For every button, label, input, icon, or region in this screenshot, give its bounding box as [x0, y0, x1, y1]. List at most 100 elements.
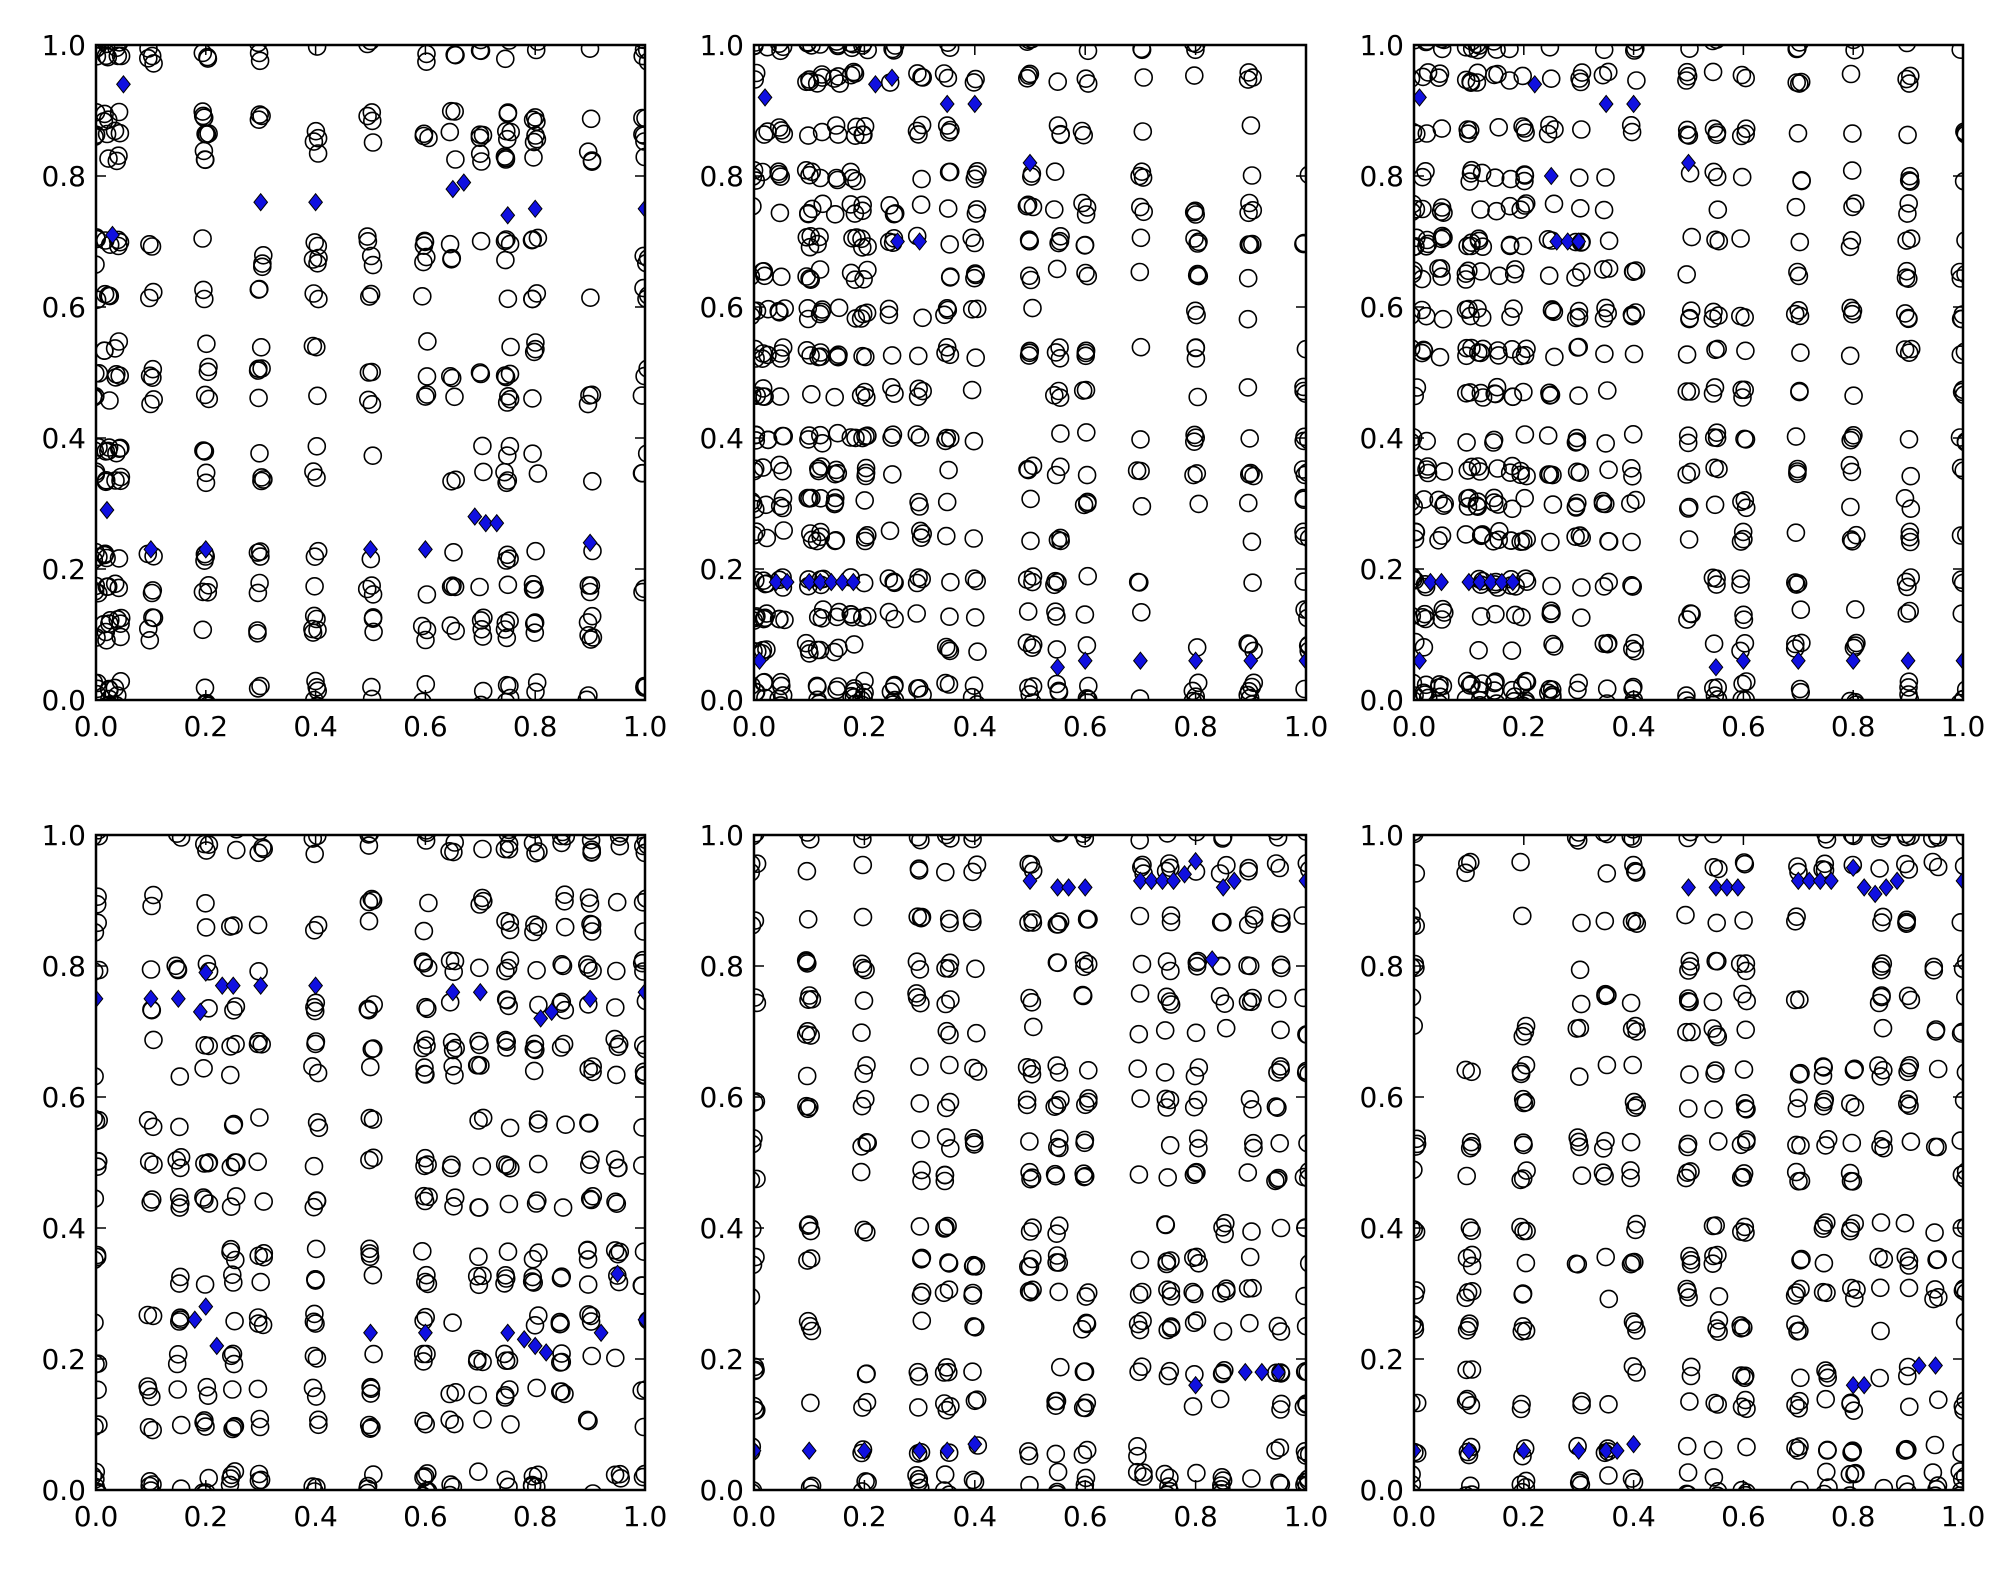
circle-marker: [1896, 572, 1916, 592]
circle-marker: [412, 1242, 432, 1261]
circle-marker: [965, 1391, 985, 1411]
circle-marker: [1242, 677, 1262, 697]
circle-marker: [249, 45, 269, 63]
circle-marker: [754, 1092, 766, 1111]
circle-marker: [913, 381, 933, 401]
circle-marker: [1502, 499, 1522, 519]
circle-marker: [1708, 1395, 1727, 1414]
circle-marker: [138, 1305, 158, 1325]
circle-marker: [1845, 45, 1864, 60]
circle-marker: [496, 692, 516, 700]
circle-marker: [754, 676, 761, 695]
circle-marker: [96, 962, 104, 981]
circle-marker: [1951, 1131, 1963, 1150]
circle-marker: [197, 334, 216, 354]
circle-marker: [1189, 1058, 1209, 1077]
circle-marker: [96, 364, 109, 383]
circle-marker: [523, 1267, 543, 1287]
circle-marker: [1414, 1394, 1421, 1412]
circle-marker: [1623, 1312, 1643, 1332]
circle-marker: [305, 690, 324, 700]
circle-marker: [1786, 197, 1806, 217]
circle-marker: [96, 441, 104, 460]
circle-marker: [1461, 1396, 1481, 1415]
circle-marker: [1418, 463, 1438, 483]
circle-marker: [497, 551, 516, 570]
circle-marker: [1792, 633, 1811, 653]
circle-marker: [968, 162, 987, 181]
circle-marker: [552, 1267, 572, 1286]
circle-marker: [199, 1036, 218, 1056]
circle-marker: [496, 1470, 516, 1490]
diamond-marker: [116, 74, 131, 94]
circle-marker: [1895, 340, 1915, 359]
circle-marker: [495, 1155, 515, 1174]
circle-marker: [523, 579, 543, 599]
circle-marker: [1539, 465, 1558, 484]
x-tick-label: 0.8: [1831, 1500, 1876, 1533]
y-tick-label: 0.2: [41, 1343, 86, 1376]
circle-marker: [1788, 462, 1807, 481]
circle-marker: [249, 388, 268, 408]
circle-marker: [96, 1067, 104, 1086]
circle-marker: [501, 1415, 520, 1434]
diamond-marker: [1955, 871, 1963, 891]
circle-marker: [1183, 691, 1203, 700]
circle-marker: [523, 574, 543, 594]
circle-marker: [1488, 64, 1507, 84]
circle-marker: [1923, 1463, 1943, 1482]
circle-marker: [853, 907, 873, 927]
y-tick-label: 0.6: [1359, 291, 1404, 324]
circle-marker: [416, 1065, 435, 1084]
circle-marker: [529, 995, 548, 1015]
diamond-marker: [363, 540, 378, 559]
circle-marker: [472, 1157, 492, 1176]
circle-marker: [526, 45, 546, 60]
diamond-marker: [1719, 878, 1735, 897]
circle-marker: [769, 118, 789, 137]
circle-marker: [1681, 696, 1697, 700]
circle-marker: [1213, 1322, 1233, 1341]
circle-marker: [526, 126, 545, 145]
circle-marker: [1270, 1438, 1290, 1457]
circle-marker: [1517, 529, 1536, 549]
circle-marker: [1735, 308, 1754, 327]
circle-marker: [1787, 575, 1806, 594]
circle-marker: [1900, 1096, 1919, 1115]
circle-marker: [249, 279, 269, 299]
circle-marker: [632, 953, 645, 973]
circle-marker: [1841, 64, 1861, 84]
circle-marker: [469, 1247, 488, 1267]
circle-marker: [499, 1194, 519, 1214]
circle-marker: [883, 45, 902, 59]
x-tick-label: 1.0: [1284, 1500, 1329, 1533]
circle-marker: [1051, 835, 1070, 842]
circle-marker: [754, 522, 766, 541]
circle-marker: [1076, 1095, 1095, 1115]
circle-marker: [1842, 462, 1862, 482]
circle-marker: [1623, 577, 1642, 596]
circle-marker: [1677, 71, 1696, 90]
circle-marker: [1679, 126, 1699, 145]
diamond-marker: [253, 976, 269, 995]
circle-marker: [528, 917, 548, 937]
circle-marker: [632, 386, 645, 405]
circle-marker: [248, 361, 268, 380]
circle-marker: [754, 431, 766, 450]
diamond-marker: [856, 1441, 872, 1461]
circle-marker: [936, 1128, 956, 1147]
circle-marker: [1516, 123, 1535, 142]
circle-marker: [1957, 526, 1963, 544]
circle-marker: [138, 1111, 158, 1130]
circle-marker: [96, 341, 114, 360]
diamond-marker: [417, 540, 433, 559]
diamond-marker: [1911, 1356, 1927, 1375]
circle-marker: [1502, 339, 1522, 359]
circle-marker: [1598, 381, 1617, 400]
circle-marker: [500, 1118, 520, 1138]
circle-marker: [843, 168, 862, 188]
circle-marker: [910, 521, 930, 541]
circle-marker: [879, 305, 899, 325]
circle-marker: [1417, 237, 1436, 256]
circle-marker: [1019, 1446, 1039, 1466]
